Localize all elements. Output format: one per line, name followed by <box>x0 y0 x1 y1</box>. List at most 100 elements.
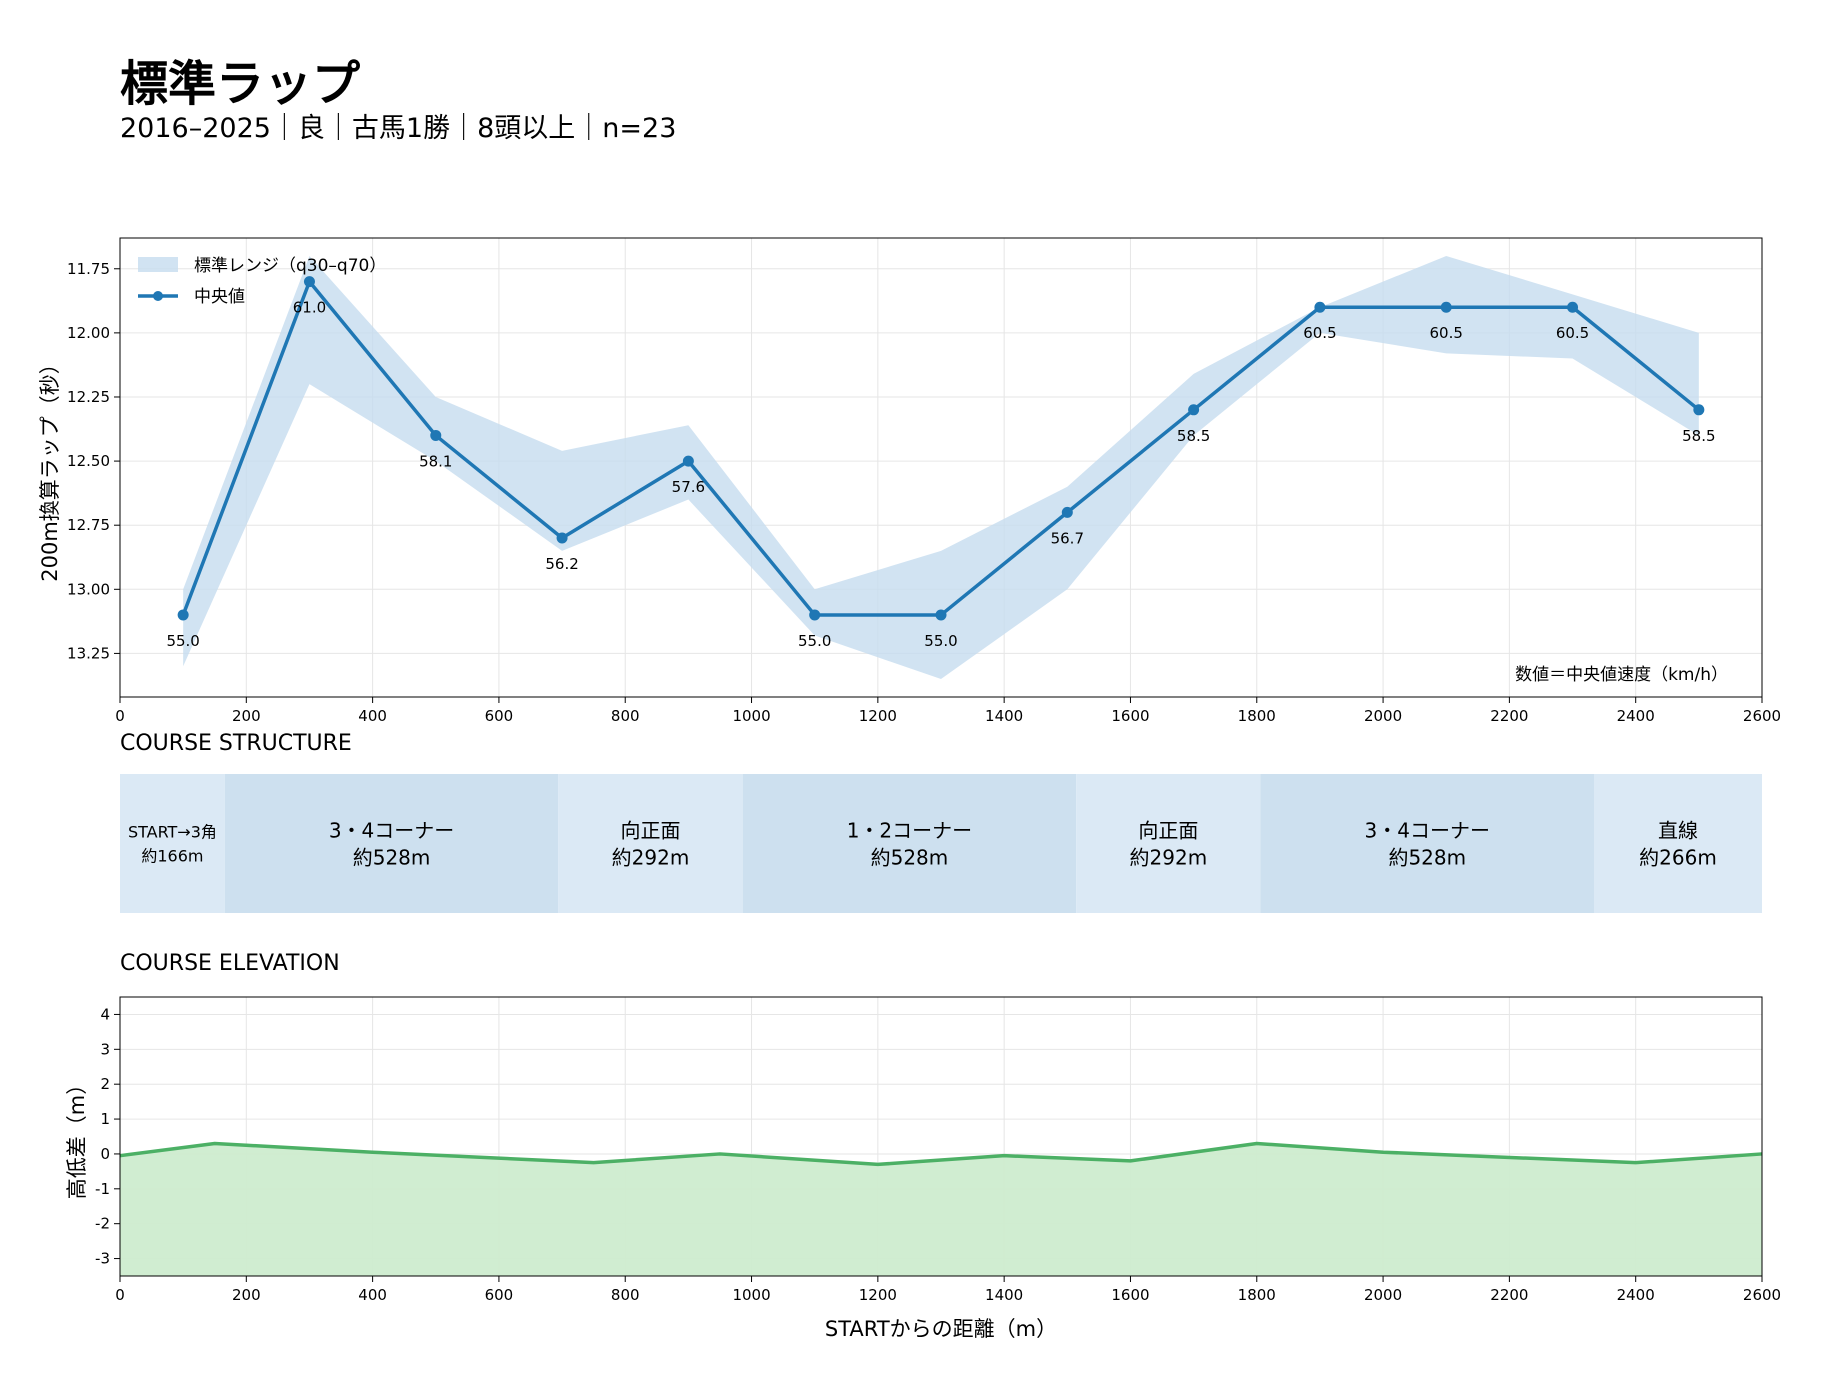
median-point <box>809 609 821 621</box>
median-point <box>556 532 568 544</box>
course-segment-length: 約528m <box>1388 846 1466 870</box>
elevation-x-tick-label: 0 <box>115 1286 125 1304</box>
median-point <box>1188 404 1200 416</box>
elevation-x-tick-label: 1800 <box>1238 1286 1276 1304</box>
lap-x-tick-label: 1000 <box>732 707 770 725</box>
lap-x-tick-label: 2600 <box>1743 707 1781 725</box>
course-segment-length: 約292m <box>612 846 690 870</box>
course-segment <box>558 774 743 913</box>
course-segment-length: 約292m <box>1130 846 1208 870</box>
elevation-y-tick-label: 1 <box>100 1110 110 1128</box>
median-point <box>1693 404 1705 416</box>
elevation-x-tick-label: 200 <box>232 1286 261 1304</box>
legend-band-label: 標準レンジ（q30–q70） <box>194 256 386 276</box>
elevation-y-tick-label: 3 <box>100 1040 110 1058</box>
elevation-x-tick-label: 2600 <box>1743 1286 1781 1304</box>
elevation-plot-frame <box>119 996 1763 1277</box>
elevation-x-tick-label: 2400 <box>1617 1286 1655 1304</box>
speed-label: 58.5 <box>1177 427 1210 445</box>
speed-label: 56.2 <box>545 555 578 573</box>
course-segment-name: 3・4コーナー <box>329 819 454 843</box>
lap-x-tick-label: 0 <box>115 707 125 725</box>
lap-y-tick-label: 13.00 <box>67 580 110 598</box>
standard-range-band <box>183 255 1699 680</box>
elevation-y-axis: 4 3 2 1 0 -1 -2 -3 <box>95 1005 120 1268</box>
course-segment-length: 約528m <box>871 846 949 870</box>
elevation-x-tick-label: 600 <box>485 1286 514 1304</box>
elevation-x-tick-label: 2000 <box>1364 1286 1402 1304</box>
elevation-y-tick-label: -2 <box>95 1215 110 1233</box>
speed-label: 61.0 <box>293 299 326 317</box>
elevation-area <box>120 1143 1762 1276</box>
lap-x-tick-label: 1200 <box>859 707 897 725</box>
elevation-x-tick-label: 1000 <box>732 1286 770 1304</box>
median-point <box>430 429 442 441</box>
median-point <box>1314 301 1326 313</box>
median-points <box>177 276 1705 621</box>
lap-y-tick-label: 13.25 <box>67 644 110 662</box>
lap-x-tick-label: 400 <box>358 707 387 725</box>
course-segment-name: 向正面 <box>620 819 680 843</box>
lap-y-tick-label: 12.75 <box>67 516 110 534</box>
elevation-y-axis-label: 高低差（m） <box>65 1074 89 1199</box>
median-point <box>303 276 315 288</box>
lap-x-tick-label: 1800 <box>1238 707 1276 725</box>
chart-subtitle: 2016–2025｜良｜古馬1勝｜8頭以上｜n=23 <box>120 113 676 144</box>
elevation-y-tick-label: 0 <box>100 1145 110 1163</box>
median-point <box>1440 301 1452 313</box>
elevation-x-tick-label: 1600 <box>1111 1286 1149 1304</box>
speed-label: 55.0 <box>798 632 831 650</box>
median-point <box>682 455 694 467</box>
course-segment-length: 約266m <box>1639 846 1717 870</box>
elevation-x-tick-label: 1200 <box>859 1286 897 1304</box>
course-segment-name: 向正面 <box>1138 819 1198 843</box>
elevation-x-tick-label: 800 <box>611 1286 640 1304</box>
speed-label: 58.5 <box>1682 427 1715 445</box>
speed-label: 57.6 <box>672 478 705 496</box>
elevation-y-tick-label: 4 <box>100 1005 110 1023</box>
course-segment-name: 3・4コーナー <box>1365 819 1490 843</box>
lap-plot-frame <box>119 237 1763 698</box>
lap-y-tick-label: 12.50 <box>67 452 110 470</box>
chart-title: 標準ラップ <box>120 56 360 112</box>
course-segment <box>742 774 1077 913</box>
elevation-x-axis: 0 200 400 600 800 1000 1200 1400 1600 1800 2000 220… <box>115 1276 1781 1304</box>
elevation-chart: 0 200 400 600 800 1000 1200 1400 1600 1800 2000 220… <box>65 996 1781 1341</box>
elevation-x-tick-label: 1400 <box>985 1286 1023 1304</box>
speed-label: 58.1 <box>419 452 452 470</box>
lap-legend: 標準レンジ（q30–q70） 中央値 <box>138 256 386 307</box>
lap-x-tick-label: 600 <box>485 707 514 725</box>
lap-x-tick-label: 1600 <box>1111 707 1149 725</box>
lap-y-tick-label: 11.75 <box>67 260 110 278</box>
elevation-y-tick-label: -3 <box>95 1250 110 1268</box>
elevation-y-tick-label: -1 <box>95 1180 110 1198</box>
course-segment <box>120 774 225 913</box>
lap-x-tick-label: 1400 <box>985 707 1023 725</box>
speed-label: 56.7 <box>1051 529 1084 547</box>
lap-x-tick-label: 2000 <box>1364 707 1402 725</box>
median-point <box>935 609 947 621</box>
lap-x-tick-label: 200 <box>232 707 261 725</box>
legend-median-label: 中央値 <box>194 287 245 307</box>
lap-y-axis-label: 200m換算ラップ（秒） <box>38 353 62 582</box>
legend-band-swatch <box>138 257 178 272</box>
median-point <box>1567 301 1579 313</box>
lap-y-tick-label: 12.25 <box>67 388 110 406</box>
course-segment-name: 1・2コーナー <box>847 819 972 843</box>
lap-x-axis: 0 200 400 600 800 1000 1200 1400 1600 1800 2000 220… <box>115 697 1781 725</box>
elevation-y-tick-label: 2 <box>100 1075 110 1093</box>
elevation-x-tick-label: 400 <box>358 1286 387 1304</box>
course-segment-name: 直線 <box>1658 819 1698 843</box>
speed-label: 55.0 <box>924 632 957 650</box>
elevation-x-axis-label: STARTからの距離（m） <box>825 1317 1057 1341</box>
lap-annotation: 数値＝中央値速度（km/h） <box>1515 665 1728 685</box>
speed-label: 55.0 <box>166 632 199 650</box>
course-segment-name: START→3角 <box>128 823 217 842</box>
course-structure-title: COURSE STRUCTURE <box>120 731 352 756</box>
elevation-x-tick-label: 2200 <box>1490 1286 1528 1304</box>
speed-labels: 55.0 61.0 58.1 56.2 57.6 55.0 55.0 56.7 58.5 60.5… <box>166 299 1715 650</box>
lap-y-axis: 11.75 12.00 12.25 12.50 12.75 13.00 13.25 <box>67 260 120 662</box>
course-segment <box>224 774 559 913</box>
